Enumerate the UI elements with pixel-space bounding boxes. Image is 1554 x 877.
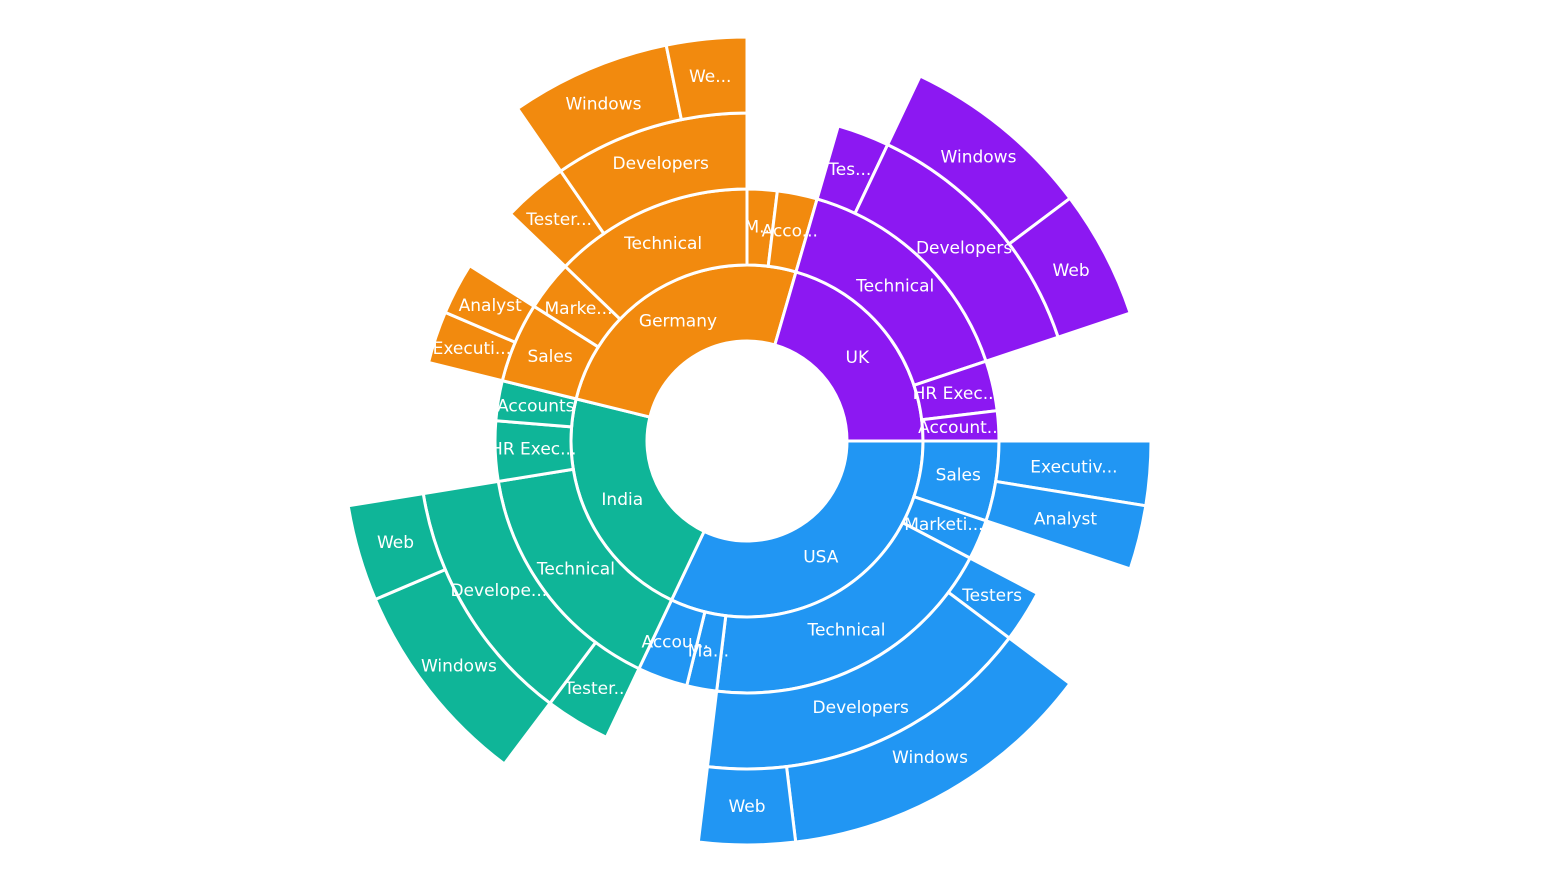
label-india-technical: Technical [536, 560, 615, 580]
label-india: India [601, 490, 643, 510]
label-germany-technical-developers-web: We... [689, 67, 731, 87]
label-india-technical-developers-web: Web [377, 533, 414, 553]
label-germany-sales-analyst: Analyst [459, 296, 522, 316]
label-uk-technical-developers-windows: Windows [941, 148, 1017, 168]
label-usa-sales-analyst: Analyst [1034, 510, 1097, 530]
label-usa-sales: Sales [936, 465, 981, 485]
label-india-technical-developers-windows: Windows [421, 657, 497, 677]
label-uk-technical-developers: Developers [916, 239, 1012, 259]
label-uk-hr-executives: HR Exec... [913, 384, 999, 404]
labels: USA Sales Executiv... Analyst Marketi... Tech… [377, 67, 1118, 817]
label-usa-sales-executive: Executiv... [1030, 457, 1117, 477]
label-usa-technical-developers: Developers [813, 698, 909, 718]
label-uk-technical-developers-web: Web [1053, 261, 1090, 281]
label-germany-sales-executive: Executi... [433, 339, 511, 359]
label-usa-technical-testers: Testers [961, 586, 1022, 606]
segment-uk-technical-developers-web[interactable] [1007, 196, 1133, 340]
label-india-technical-testers: Tester... [563, 679, 630, 699]
label-uk-technical: Technical [855, 277, 934, 297]
label-germany-technical-testers: Tester... [525, 210, 592, 230]
label-germany-sales: Sales [527, 347, 572, 367]
label-india-accounts: Accounts [497, 397, 575, 417]
label-uk: UK [846, 348, 870, 368]
label-india-technical-developers: Develope... [450, 581, 547, 601]
label-germany-technical-developers: Developers [613, 154, 709, 174]
label-usa-accounts: Accou... [641, 633, 708, 653]
segments [346, 35, 1153, 847]
segment-india-technical-developers-web[interactable] [346, 491, 448, 602]
label-usa-marketing: Marketi... [904, 515, 983, 535]
label-usa-technical: Technical [806, 621, 885, 641]
label-germany: Germany [639, 312, 717, 332]
label-usa-management: Ma... [688, 642, 729, 662]
label-india-hr-executives: HR Exec... [490, 440, 576, 460]
label-usa: USA [803, 548, 839, 568]
label-usa-technical-developers-windows: Windows [892, 748, 968, 768]
label-usa-technical-developers-web: Web [728, 797, 765, 817]
label-germany-management: M... [744, 217, 775, 237]
segment-usa-technical-developers-web[interactable] [696, 764, 798, 847]
label-germany-technical-developers-windows: Windows [566, 94, 642, 114]
label-uk-technical-testers: Tes... [827, 160, 871, 180]
segment-uk-accounts[interactable] [920, 408, 1001, 443]
label-germany-marketing: Marke... [545, 299, 613, 319]
label-uk-accounts: Account... [918, 418, 1003, 438]
segment-germany-technical-developers-web[interactable] [664, 35, 749, 122]
label-germany-accounts: Acco... [762, 221, 818, 241]
label-germany-technical: Technical [623, 234, 702, 254]
